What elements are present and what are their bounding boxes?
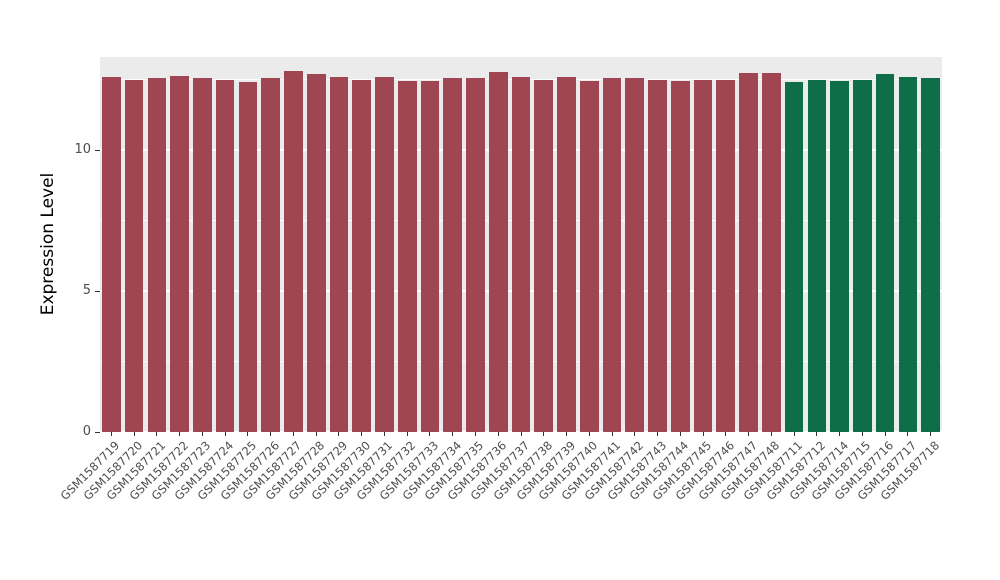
bar-GSM1587711	[784, 82, 804, 432]
y-tick-mark	[95, 149, 100, 151]
bar-GSM1587735	[466, 78, 485, 432]
x-tick-mark	[588, 432, 590, 436]
bar-GSM1587736	[488, 71, 508, 432]
y-tick-label: 5	[82, 283, 91, 299]
x-tick-mark	[338, 432, 340, 436]
bar-GSM1587743	[648, 79, 667, 432]
bar-GSM1587725	[238, 82, 258, 432]
x-tick-mark	[133, 432, 135, 436]
x-tick-mark	[520, 432, 522, 436]
x-tick-mark	[474, 432, 476, 436]
bar-GSM1587719	[102, 76, 121, 432]
x-tick-mark	[884, 432, 886, 436]
x-tick-mark	[839, 432, 841, 436]
bar-GSM1587722	[170, 76, 189, 432]
bar-GSM1587745	[693, 80, 713, 432]
x-tick-mark	[179, 432, 181, 436]
x-tick-mark	[383, 432, 385, 436]
bar-GSM1587727	[284, 70, 303, 432]
y-tick-label: 0	[82, 424, 91, 439]
bar-GSM1587733	[420, 80, 440, 432]
x-tick-mark	[702, 432, 704, 436]
x-tick-mark	[156, 432, 158, 436]
bar-GSM1587718	[921, 78, 940, 432]
bar-GSM1587744	[670, 80, 690, 432]
x-tick-mark	[110, 432, 112, 436]
bar-GSM1587737	[511, 77, 531, 432]
bar-GSM1587734	[443, 78, 463, 432]
bar-GSM1587715	[853, 79, 872, 432]
x-tick-mark	[793, 432, 795, 436]
x-tick-mark	[497, 432, 499, 436]
x-tick-mark	[816, 432, 818, 436]
bar-GSM1587720	[124, 79, 144, 432]
x-tick-mark	[725, 432, 727, 436]
x-tick-mark	[907, 432, 909, 436]
x-tick-mark	[566, 432, 567, 436]
bar-GSM1587717	[898, 76, 918, 432]
bar-GSM1587740	[579, 80, 599, 432]
bar-GSM1587712	[807, 80, 827, 432]
bar-GSM1587748	[761, 72, 781, 432]
bar-GSM1587724	[215, 79, 235, 432]
bar-GSM1587746	[716, 79, 736, 432]
x-tick-mark	[247, 432, 249, 436]
y-tick-mark	[95, 290, 100, 292]
x-tick-mark	[611, 432, 613, 436]
x-tick-mark	[315, 432, 317, 436]
x-tick-mark	[657, 432, 659, 436]
bar-GSM1587731	[375, 76, 394, 432]
x-tick-mark	[201, 432, 203, 436]
chart-panel	[100, 57, 942, 433]
bar-GSM1587716	[875, 74, 895, 432]
x-tick-mark	[770, 432, 772, 436]
x-tick-mark	[224, 432, 226, 436]
y-tick-label: 10	[74, 142, 91, 158]
bar-GSM1587714	[830, 80, 849, 432]
x-tick-mark	[270, 432, 272, 436]
bar-GSM1587732	[397, 80, 417, 432]
bar-GSM1587730	[352, 79, 372, 432]
bar-GSM1587742	[625, 78, 645, 432]
bar-GSM1587721	[147, 78, 167, 432]
bar-GSM1587729	[329, 77, 349, 432]
bar-GSM1587741	[602, 78, 622, 432]
bar-GSM1587723	[193, 78, 212, 432]
bar-GSM1587726	[261, 78, 280, 432]
y-tick-mark	[95, 431, 100, 433]
x-tick-mark	[861, 432, 863, 436]
x-tick-mark	[452, 432, 454, 436]
x-tick-mark	[361, 432, 363, 436]
bar-GSM1587747	[739, 73, 758, 432]
x-tick-mark	[406, 432, 408, 436]
x-tick-mark	[543, 432, 545, 436]
x-tick-mark	[748, 432, 750, 436]
bar-GSM1587738	[534, 80, 554, 432]
x-tick-mark	[930, 432, 932, 436]
x-tick-mark	[679, 432, 681, 436]
x-tick-mark	[634, 432, 636, 436]
bar-GSM1587728	[306, 73, 326, 432]
x-tick-mark	[292, 432, 294, 436]
x-tick-mark	[429, 432, 431, 436]
bar-GSM1587739	[557, 76, 576, 432]
